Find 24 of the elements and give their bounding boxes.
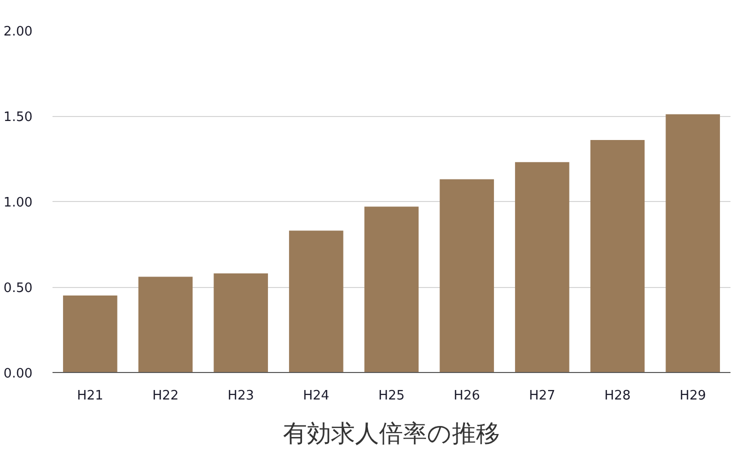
x-tick-label: H28 bbox=[604, 388, 631, 404]
bar bbox=[289, 230, 344, 372]
x-tick-label: H29 bbox=[680, 388, 706, 404]
x-tick-label: H23 bbox=[228, 388, 254, 404]
bar bbox=[63, 296, 118, 372]
bar bbox=[364, 206, 419, 372]
y-tick-label: 0.00 bbox=[4, 366, 33, 382]
bar bbox=[666, 114, 720, 372]
y-tick-label: 1.50 bbox=[4, 110, 33, 125]
y-tick-label: 0.50 bbox=[4, 281, 33, 296]
bar bbox=[515, 162, 570, 372]
x-tick-label: H21 bbox=[77, 388, 104, 404]
bar bbox=[214, 273, 268, 372]
x-tick-label: H25 bbox=[378, 388, 405, 404]
bar bbox=[440, 179, 494, 372]
x-tick-label: H24 bbox=[303, 388, 330, 404]
x-tick-label: H26 bbox=[454, 388, 480, 404]
x-tick-label: H22 bbox=[152, 388, 179, 404]
x-tick-label: H27 bbox=[529, 388, 556, 404]
bar bbox=[590, 140, 645, 372]
y-tick-label: 1.00 bbox=[4, 196, 33, 210]
text: 有効求人倍率の推移 bbox=[283, 420, 500, 448]
y-tick-label: 2.00 bbox=[4, 24, 33, 40]
bar bbox=[138, 276, 193, 372]
